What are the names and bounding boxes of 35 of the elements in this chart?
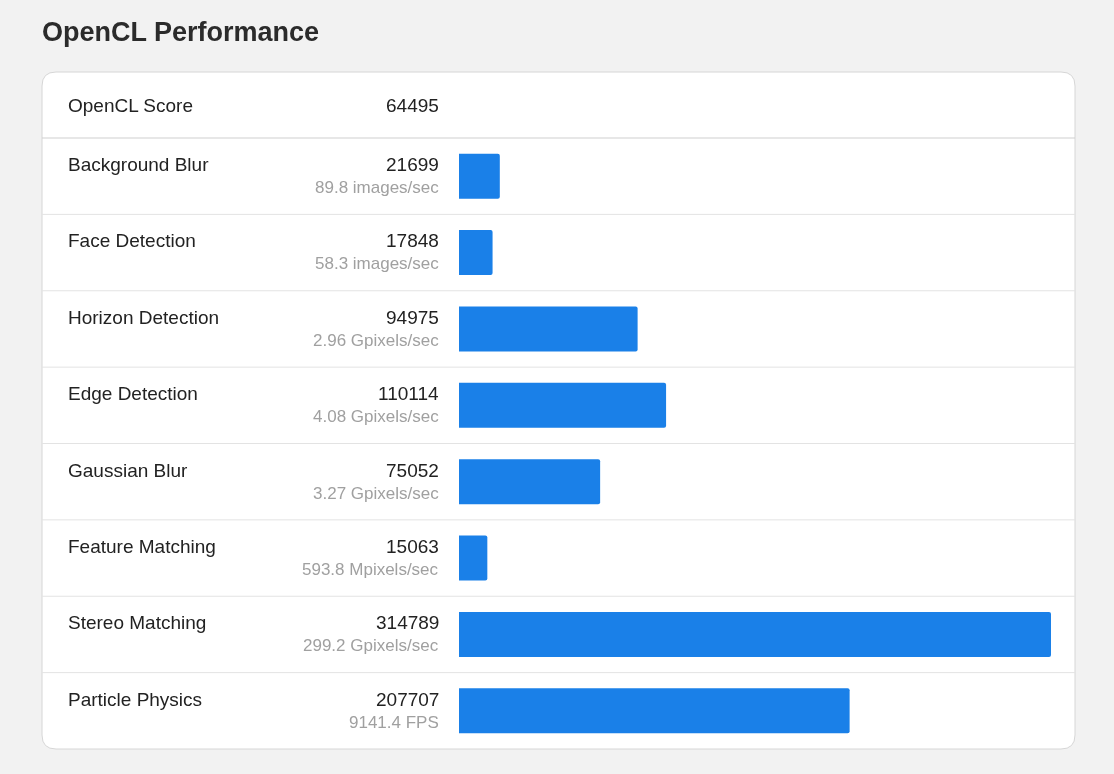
y-tick-label: Stereo Matching [68, 612, 207, 633]
data-label: 21699 [386, 154, 439, 175]
y-tick-label: Edge Detection [68, 383, 198, 404]
data-label: 110114 [378, 383, 440, 404]
y-tick-label: Feature Matching [68, 536, 216, 557]
data-label: 207707 [376, 689, 440, 710]
bar [459, 153, 500, 199]
y-tick-label: Face Detection [68, 230, 196, 251]
text: 9141.4 FPS [349, 713, 439, 732]
text: OpenCL Performance [42, 17, 320, 48]
y-tick-label: Particle Physics [68, 689, 203, 710]
bar [459, 230, 493, 276]
y-tick-label: Background Blur [68, 154, 210, 175]
y-tick-label: Gaussian Blur [68, 460, 189, 481]
text: 593.8 Mpixels/sec [302, 560, 439, 579]
data-label: 94975 [386, 307, 439, 328]
y-tick-label: Horizon Detection [68, 307, 220, 328]
bar [459, 459, 601, 505]
text: 299.2 Gpixels/sec [303, 636, 439, 655]
text: 4.08 Gpixels/sec [313, 407, 440, 426]
text: 3.27 Gpixels/sec [313, 484, 440, 503]
text: OpenCL Score [68, 95, 193, 116]
data-label: 15063 [386, 536, 439, 557]
bar [459, 306, 638, 352]
bar [459, 611, 1051, 657]
bar [459, 535, 488, 581]
text: 89.8 images/sec [315, 178, 440, 197]
data-label: 17848 [386, 230, 439, 251]
text: 58.3 images/sec [315, 254, 440, 273]
bar [459, 382, 667, 428]
bar [459, 688, 850, 734]
data-label: 314789 [376, 612, 440, 633]
text: 64495 [386, 95, 439, 116]
text: 2.96 Gpixels/sec [313, 331, 440, 350]
data-label: 75052 [386, 460, 439, 481]
